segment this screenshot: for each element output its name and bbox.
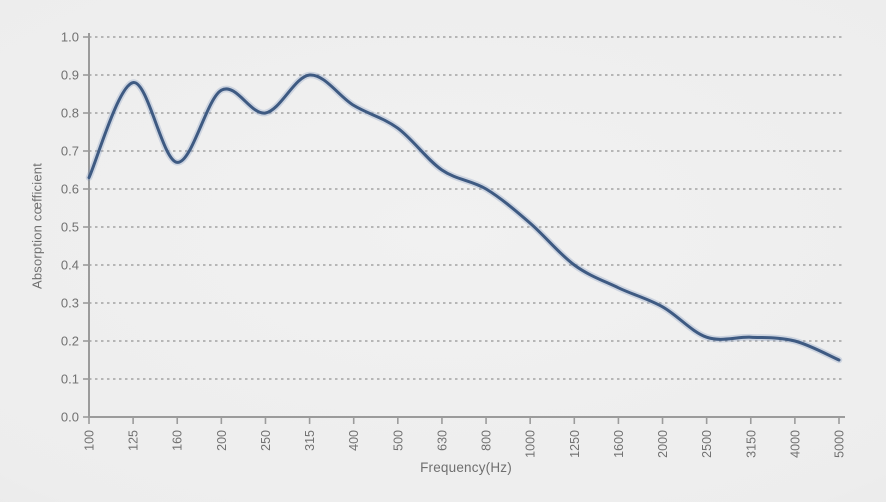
y-tick-label: 0.3 [61, 296, 79, 311]
y-axis-title: Absorption cœfficient [29, 162, 45, 290]
x-tick-label: 100 [83, 430, 97, 451]
y-tick-label: 1.0 [61, 30, 79, 45]
y-tick-label: 0.7 [61, 144, 79, 159]
x-tick-label: 1250 [568, 430, 582, 458]
x-tick-label: 125 [127, 430, 141, 451]
x-tick-label: 630 [435, 430, 449, 451]
x-axis-title: Frequency(Hz) [420, 460, 512, 475]
y-tick-label: 0.0 [61, 410, 79, 425]
x-tick-label: 1000 [524, 430, 538, 458]
y-tick-label: 0.5 [61, 220, 79, 235]
y-tick-label: 0.2 [61, 334, 79, 349]
x-tick-label: 3150 [744, 430, 758, 458]
data-line-halo [85, 71, 843, 364]
x-tick-label: 250 [259, 430, 273, 451]
y-tick-label: 0.9 [61, 68, 79, 83]
x-tick-label: 2000 [656, 430, 670, 458]
x-tick-label: 160 [171, 430, 185, 451]
x-tick-label: 1600 [612, 430, 626, 458]
x-tick-label: 400 [347, 430, 361, 451]
x-tick-label: 5000 [833, 430, 847, 458]
x-tick-label: 4000 [788, 430, 802, 458]
x-tick-label: 200 [215, 430, 229, 451]
data-line [87, 73, 841, 362]
y-tick-label: 0.4 [61, 258, 79, 273]
y-tick-label: 0.6 [61, 182, 79, 197]
x-tick-label: 2500 [700, 430, 714, 458]
y-tick-label: 0.1 [61, 372, 79, 387]
x-tick-label: 315 [303, 430, 317, 451]
x-tick-label: 500 [391, 430, 405, 451]
y-tick-label: 0.8 [61, 106, 79, 121]
x-tick-label: 800 [480, 430, 494, 451]
